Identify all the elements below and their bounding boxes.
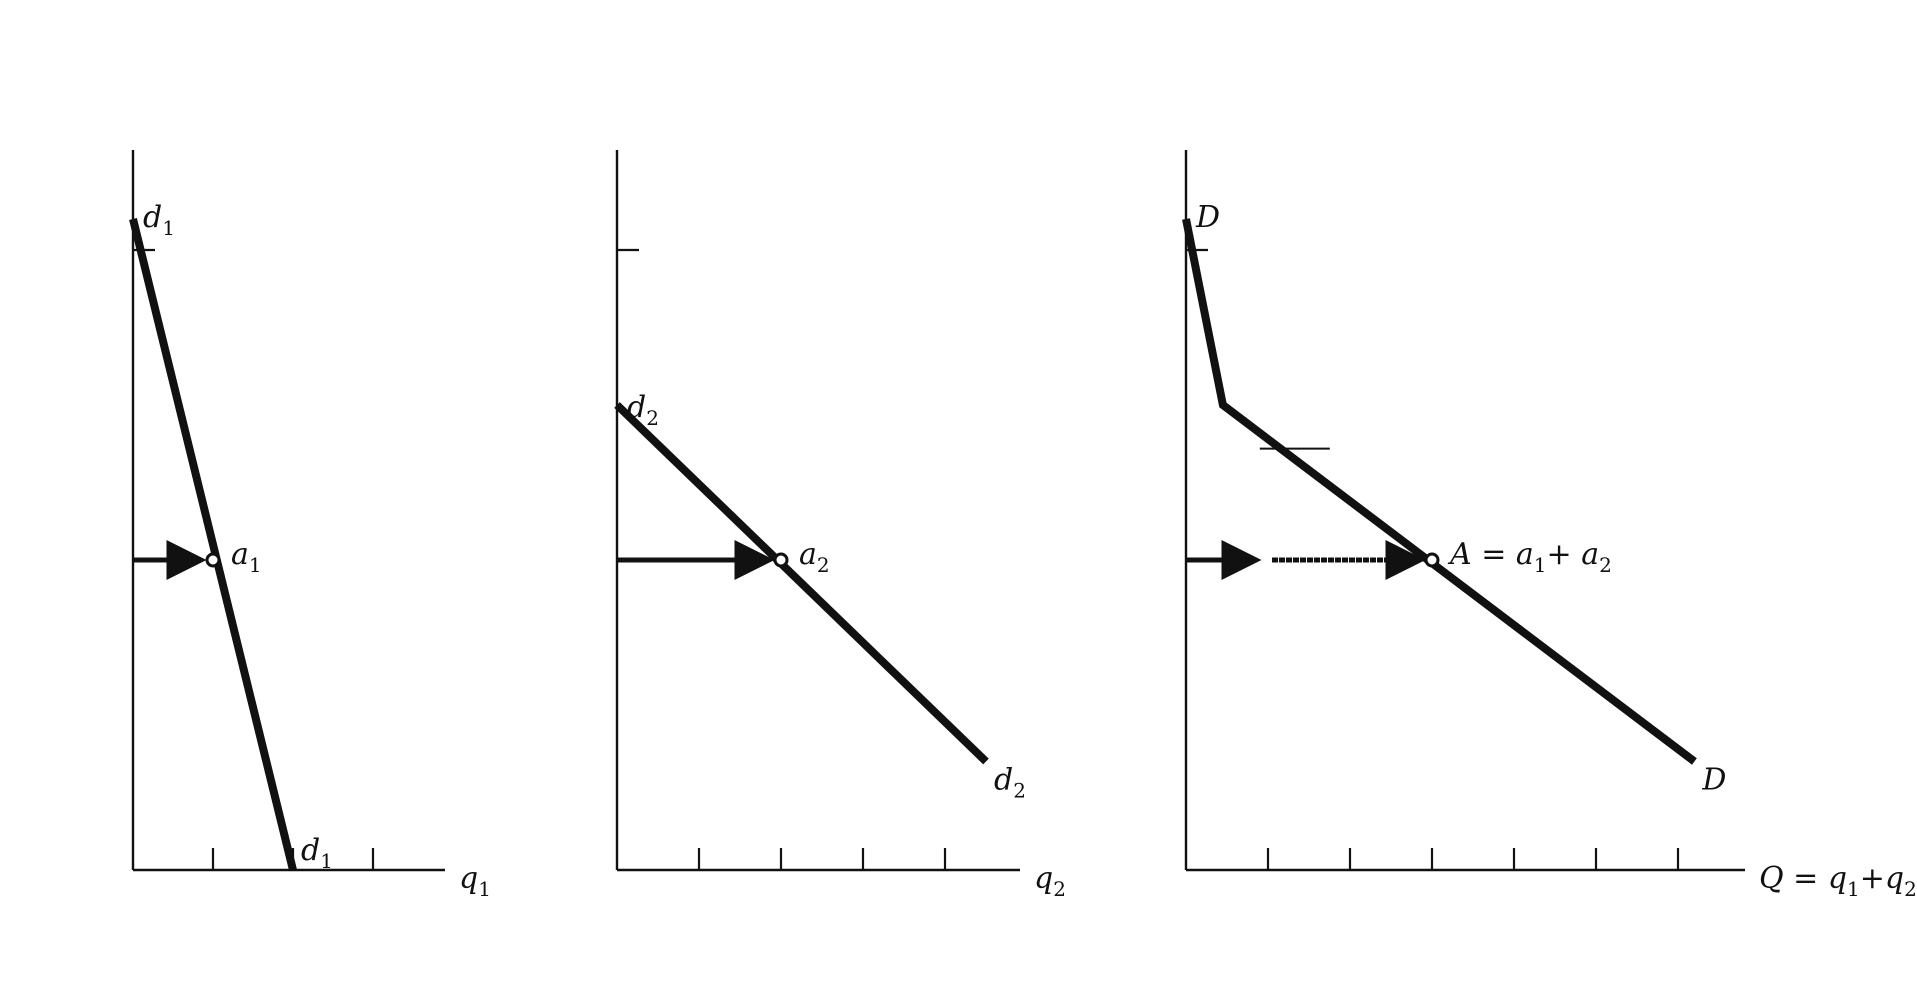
curve-start-label: D: [1195, 200, 1220, 235]
demand-curve-d2: [614, 402, 989, 765]
panel-1: q2​ d2​ d2​ a2​: [614, 150, 1066, 901]
point-label: a2​: [799, 537, 830, 577]
demand-point: [205, 552, 221, 568]
demand-point: [1424, 552, 1440, 568]
curve-start-label: d1​: [143, 200, 175, 240]
x-axis-symbol: q2​: [1034, 861, 1066, 901]
curve-start-label: d2​: [627, 390, 659, 430]
demand-curve-d1: [129, 218, 297, 871]
point-label: A = a1​+ a2​: [1447, 537, 1612, 577]
curve-end-label: d1​: [301, 833, 333, 873]
demand-point: [773, 552, 789, 568]
x-axis-symbol: Q = q1​+q2​: [1759, 861, 1917, 901]
point-label: a1​: [231, 537, 262, 577]
x-axis-symbol: q1​: [459, 861, 491, 901]
demand-curve-d: [1182, 218, 1697, 765]
panel-2: Q = q1​+q2​ D D A = a1​+ a2​: [1182, 150, 1917, 901]
curve-end-label: D: [1701, 763, 1726, 798]
panel-0: q1​ d1​ d1​ a1​: [129, 150, 491, 901]
curve-end-label: d2​: [994, 763, 1026, 803]
